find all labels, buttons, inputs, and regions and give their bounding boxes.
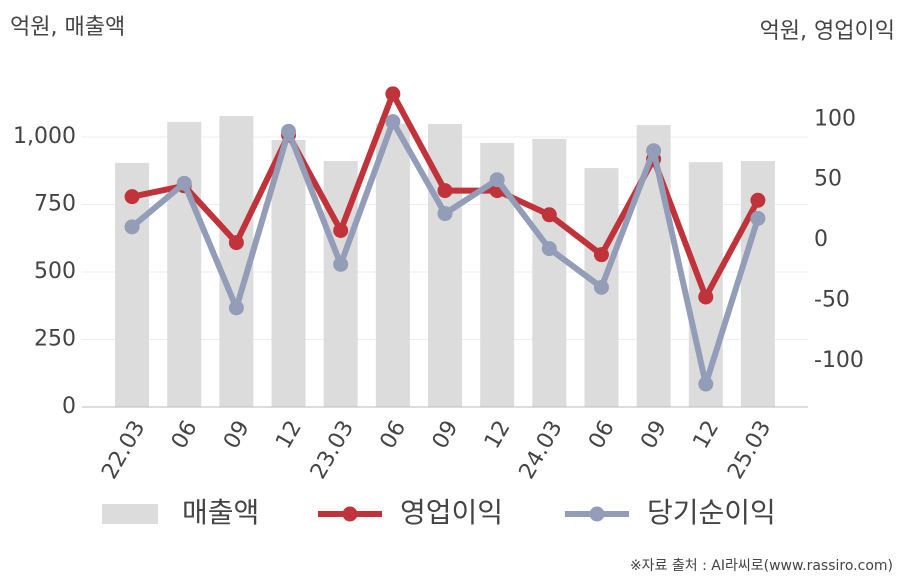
point bbox=[698, 376, 714, 392]
point bbox=[541, 241, 557, 257]
point bbox=[698, 289, 714, 305]
y2-tick-label: 50 bbox=[814, 167, 842, 192]
x-tick-label: 23.03 bbox=[306, 417, 359, 484]
point bbox=[281, 123, 297, 139]
x-tick-label: 22.03 bbox=[97, 417, 150, 484]
x-tick-label: 09 bbox=[428, 417, 464, 454]
point bbox=[489, 172, 505, 188]
y2-tick-label: 0 bbox=[814, 227, 828, 252]
legend-label: 당기순이익 bbox=[647, 496, 776, 529]
x-tick-label: 09 bbox=[636, 417, 672, 454]
x-tick-label: 12 bbox=[480, 416, 516, 453]
legend-label: 매출액 bbox=[182, 496, 259, 529]
point bbox=[541, 207, 557, 223]
y-tick-label: 500 bbox=[34, 259, 76, 284]
bar bbox=[271, 139, 306, 407]
point bbox=[176, 175, 192, 191]
point bbox=[385, 86, 401, 102]
bar bbox=[375, 123, 410, 407]
legend-swatch bbox=[102, 504, 158, 524]
y2-tick-label: -100 bbox=[814, 348, 864, 373]
bar bbox=[532, 138, 567, 407]
point bbox=[750, 210, 766, 226]
y2-tick-label: 100 bbox=[814, 106, 856, 131]
legend-swatch bbox=[342, 506, 358, 522]
point bbox=[228, 235, 244, 251]
bar bbox=[167, 121, 202, 407]
point bbox=[437, 206, 453, 222]
y-tick-label: 250 bbox=[34, 327, 76, 352]
point bbox=[333, 256, 349, 272]
y2-tick-label: -50 bbox=[814, 288, 850, 313]
x-tick-label: 12 bbox=[271, 417, 307, 454]
y-tick-label: 0 bbox=[62, 394, 76, 419]
bar bbox=[688, 162, 723, 407]
point bbox=[124, 219, 140, 235]
legend-swatch bbox=[589, 506, 605, 522]
source: ※자료 출처 : AI라씨로(www.rassiro.com) bbox=[630, 558, 893, 574]
point bbox=[646, 143, 662, 159]
y-tick-label: 1,000 bbox=[13, 124, 76, 149]
point bbox=[750, 192, 766, 208]
point bbox=[124, 189, 140, 205]
legend-label: 영업이익 bbox=[400, 496, 503, 529]
y2-axis-title: 억원, 영업이익 bbox=[760, 19, 895, 44]
point bbox=[593, 247, 609, 263]
y-axis-title: 억원, 매출액 bbox=[10, 15, 125, 40]
point bbox=[385, 114, 401, 130]
point bbox=[437, 183, 453, 199]
x-tick-label: 12 bbox=[689, 417, 725, 454]
point bbox=[228, 300, 244, 316]
point bbox=[333, 222, 349, 238]
x-tick-label: 06 bbox=[376, 417, 412, 454]
x-tick-label: 06 bbox=[584, 417, 620, 454]
x-tick-label: 06 bbox=[167, 417, 203, 454]
x-tick-label: 25.03 bbox=[723, 417, 776, 484]
x-tick-label: 24.03 bbox=[515, 417, 568, 484]
x-tick-label: 09 bbox=[219, 417, 255, 454]
point bbox=[593, 279, 609, 295]
y-tick-label: 750 bbox=[34, 192, 76, 217]
